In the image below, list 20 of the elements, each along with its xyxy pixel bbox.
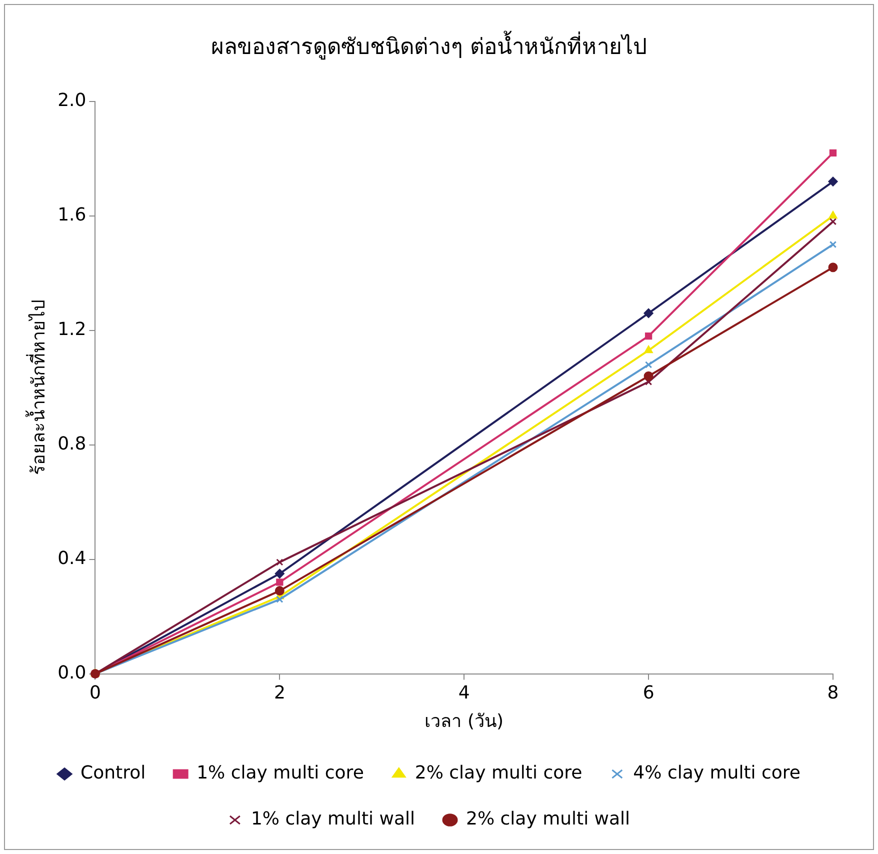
- x-tick-label: 0: [90, 682, 101, 704]
- legend-label: 1% clay multi core: [196, 762, 364, 784]
- legend-label: 4% clay multi core: [633, 762, 800, 784]
- x-tick-label: 6: [642, 682, 654, 704]
- y-tick-label: 1.6: [58, 204, 86, 226]
- chart-title: ผลของสารดูดซับชนิดต่างๆ ต่อน้ำหนักที่หายไป: [211, 30, 647, 60]
- legend-label: 2% clay multi wall: [466, 808, 630, 830]
- x-axis-title: เวลา (วัน): [424, 710, 504, 732]
- y-axis-title: ร้อยละน้ำหนักที่หายไป: [25, 300, 50, 476]
- y-tick-label: 0.4: [58, 548, 86, 569]
- y-tick-label: 0.0: [58, 662, 86, 684]
- x-tick-label: 8: [827, 682, 839, 704]
- x-tick-label: 4: [458, 682, 470, 704]
- y-tick-label: 0.8: [58, 434, 86, 455]
- y-tick-label: 1.2: [58, 319, 86, 340]
- legend-label: 2% clay multi core: [414, 762, 582, 784]
- legend-label: Control: [80, 762, 146, 784]
- x-tick-label: 2: [274, 682, 286, 704]
- y-tick-label: 2.0: [58, 90, 86, 112]
- legend-label: 1% clay multi wall: [250, 808, 416, 830]
